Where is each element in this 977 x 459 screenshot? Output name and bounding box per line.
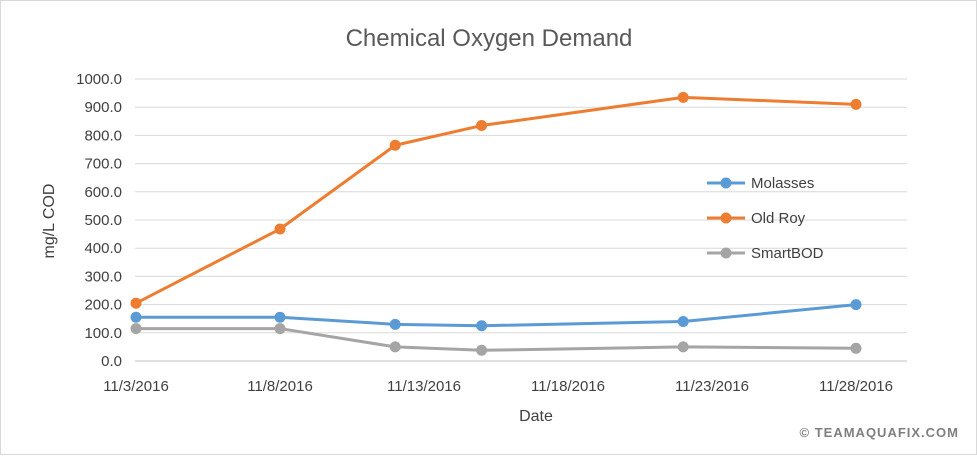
gridlines (135, 78, 907, 362)
data-point (677, 91, 689, 103)
legend-swatch-marker (720, 212, 732, 224)
y-axis-label: mg/L COD (41, 184, 58, 259)
x-tick-label: 11/13/2016 (387, 378, 461, 395)
chart-title: Chemical Oxygen Demand (346, 25, 633, 52)
x-tick-label: 11/28/2016 (819, 378, 893, 395)
series-group (130, 91, 862, 356)
legend-swatch-marker (720, 247, 732, 259)
y-tick-label: 0.0 (101, 353, 122, 370)
y-tick-label: 100.0 (84, 325, 122, 342)
data-point (850, 98, 862, 110)
data-point (130, 297, 142, 309)
x-tick-label: 11/23/2016 (675, 378, 749, 395)
y-tick-label: 700.0 (84, 156, 122, 173)
data-point (476, 320, 488, 332)
x-axis-ticks: 11/3/2016 11/8/2016 11/13/2016 11/18/2016 11… (103, 378, 893, 395)
y-tick-label: 1000.0 (76, 71, 122, 88)
data-point (389, 139, 401, 151)
legend-label: SmartBOD (751, 245, 824, 262)
data-point (130, 311, 142, 323)
x-axis-label: Date (519, 408, 553, 425)
series-line (136, 327, 857, 352)
y-tick-label: 800.0 (84, 127, 122, 144)
data-point (274, 223, 286, 235)
legend-label: Molasses (751, 175, 814, 192)
data-point (850, 299, 862, 311)
x-tick-label: 11/8/2016 (247, 378, 313, 395)
data-point (677, 341, 689, 353)
y-axis-ticks: 0.0 100.0 200.0 300.0 400.0 500.0 600.0 700.0 80… (76, 71, 122, 370)
data-point (476, 344, 488, 356)
x-tick-label: 11/3/2016 (103, 378, 169, 395)
data-point (476, 120, 488, 132)
data-point (677, 316, 689, 328)
data-point (130, 323, 142, 335)
legend: Molasses Old Roy SmartBOD (707, 175, 824, 262)
series-line (135, 95, 857, 305)
data-point (389, 318, 401, 330)
data-point (274, 323, 286, 335)
legend-label: Old Roy (751, 210, 806, 227)
y-tick-label: 500.0 (84, 212, 122, 229)
x-tick-label: 11/18/2016 (531, 378, 605, 395)
y-tick-label: 600.0 (84, 184, 122, 201)
legend-swatch-marker (720, 177, 732, 189)
data-point (389, 341, 401, 353)
y-tick-label: 200.0 (84, 297, 122, 314)
series-line (136, 303, 857, 328)
y-tick-label: 900.0 (84, 99, 122, 116)
data-point (850, 342, 862, 354)
watermark-text: © TEAMAQUAFIX.COM (800, 425, 959, 440)
y-tick-label: 300.0 (84, 268, 122, 285)
y-tick-label: 400.0 (84, 240, 122, 257)
data-point (274, 311, 286, 323)
